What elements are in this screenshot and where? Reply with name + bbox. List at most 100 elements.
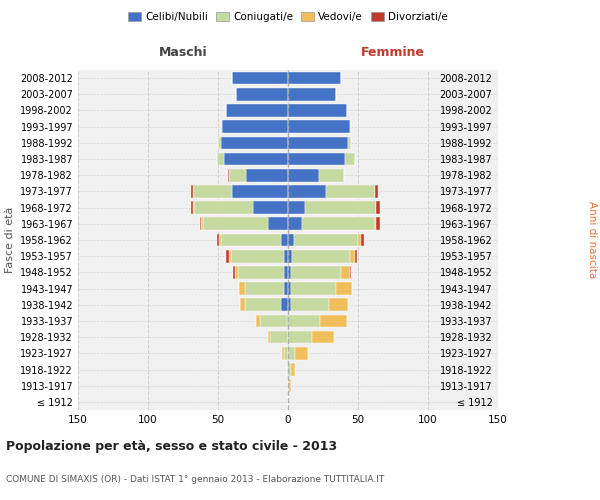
Bar (268, 331, 270, 344)
Bar (284, 266, 288, 278)
Bar (193, 202, 194, 214)
Bar (320, 314, 347, 328)
Bar (235, 266, 238, 278)
Bar (217, 234, 220, 246)
Bar (220, 234, 221, 246)
Bar (288, 234, 293, 246)
Bar (253, 202, 288, 214)
Bar (246, 169, 288, 181)
Bar (226, 104, 288, 117)
Bar (288, 347, 295, 360)
Bar (361, 234, 364, 246)
Bar (288, 282, 291, 295)
Bar (191, 202, 193, 214)
Bar (293, 234, 358, 246)
Bar (346, 152, 355, 166)
Bar (288, 104, 347, 117)
Bar (355, 250, 356, 262)
Bar (288, 363, 291, 376)
Bar (239, 282, 245, 295)
Bar (288, 202, 305, 214)
Bar (221, 120, 222, 133)
Bar (341, 266, 350, 278)
Bar (241, 298, 245, 311)
Bar (350, 250, 355, 262)
Bar (232, 185, 288, 198)
Text: Maschi: Maschi (158, 46, 208, 59)
Bar (288, 218, 302, 230)
Bar (191, 185, 193, 198)
Bar (284, 250, 288, 262)
Bar (375, 185, 377, 198)
Bar (226, 250, 229, 262)
Bar (335, 282, 352, 295)
Bar (281, 234, 288, 246)
Bar (245, 282, 284, 295)
Bar (350, 120, 351, 133)
Bar (256, 314, 260, 328)
Bar (236, 88, 288, 101)
Bar (291, 282, 335, 295)
Bar (203, 218, 268, 230)
Text: Femmine: Femmine (361, 46, 425, 59)
Bar (218, 136, 221, 149)
Bar (201, 218, 203, 230)
Text: Popolazione per età, sesso e stato civile - 2013: Popolazione per età, sesso e stato civil… (6, 440, 337, 453)
Bar (233, 266, 235, 278)
Bar (288, 314, 320, 328)
Bar (326, 185, 375, 198)
Y-axis label: Fasce di età: Fasce di età (5, 207, 15, 273)
Bar (230, 250, 284, 262)
Bar (229, 250, 230, 262)
Bar (350, 266, 351, 278)
Bar (281, 298, 288, 311)
Bar (289, 380, 291, 392)
Bar (288, 88, 335, 101)
Bar (287, 314, 288, 328)
Bar (376, 218, 380, 230)
Bar (287, 363, 288, 376)
Text: COMUNE DI SIMAXIS (OR) - Dati ISTAT 1° gennaio 2013 - Elaborazione TUTTITALIA.IT: COMUNE DI SIMAXIS (OR) - Dati ISTAT 1° g… (6, 476, 384, 484)
Bar (288, 169, 319, 181)
Bar (375, 218, 376, 230)
Bar (288, 266, 291, 278)
Legend: Celibi/Nubili, Coniugati/e, Vedovi/e, Divorziati/e: Celibi/Nubili, Coniugati/e, Vedovi/e, Di… (124, 8, 452, 26)
Bar (238, 266, 284, 278)
Bar (245, 298, 281, 311)
Bar (200, 218, 201, 230)
Bar (376, 202, 380, 214)
Bar (295, 347, 308, 360)
Bar (292, 250, 350, 262)
Bar (221, 234, 281, 246)
Bar (291, 363, 295, 376)
Bar (284, 347, 288, 360)
Bar (288, 152, 346, 166)
Bar (221, 136, 288, 149)
Bar (232, 72, 288, 85)
Bar (288, 185, 326, 198)
Bar (193, 185, 232, 198)
Bar (217, 152, 224, 166)
Bar (329, 298, 348, 311)
Bar (288, 331, 312, 344)
Bar (288, 120, 350, 133)
Bar (358, 234, 361, 246)
Bar (288, 380, 289, 392)
Bar (348, 136, 351, 149)
Bar (194, 202, 253, 214)
Bar (224, 152, 288, 166)
Bar (284, 282, 288, 295)
Bar (288, 72, 341, 85)
Bar (319, 169, 344, 181)
Bar (305, 202, 376, 214)
Bar (260, 314, 287, 328)
Bar (312, 331, 334, 344)
Bar (288, 136, 348, 149)
Bar (229, 169, 246, 181)
Bar (283, 347, 284, 360)
Bar (228, 169, 229, 181)
Bar (270, 331, 288, 344)
Bar (222, 120, 288, 133)
Bar (268, 218, 288, 230)
Bar (302, 218, 375, 230)
